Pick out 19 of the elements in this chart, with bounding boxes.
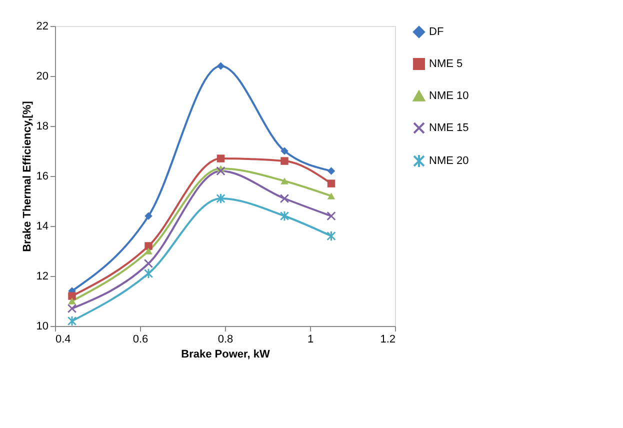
y-tick-label: 14 — [36, 220, 48, 232]
x-tick-label: 1.2 — [380, 334, 396, 346]
y-axis-title: Brake Thermal Efficiency,[%] — [21, 100, 34, 252]
y-tick-label: 22 — [36, 20, 48, 32]
x-tick-label: 0.8 — [218, 334, 234, 346]
x-tick-label: 0.6 — [132, 334, 148, 346]
y-tick-label: 18 — [36, 120, 48, 132]
legend-label: NME 15 — [429, 122, 469, 134]
legend-label: NME 20 — [429, 155, 469, 167]
y-tick-label: 10 — [36, 320, 48, 332]
y-tick-label: 20 — [36, 70, 48, 82]
y-tick-label: 16 — [36, 170, 48, 182]
legend-label: NME 10 — [429, 90, 469, 102]
x-tick-label: 0.4 — [56, 334, 71, 346]
x-axis-title: Brake Power, kW — [181, 348, 270, 360]
x-tick-label: 1 — [307, 334, 314, 346]
legend-label: DF — [429, 26, 444, 38]
legend-label: NME 5 — [429, 58, 463, 70]
y-tick-label: 12 — [36, 270, 48, 282]
